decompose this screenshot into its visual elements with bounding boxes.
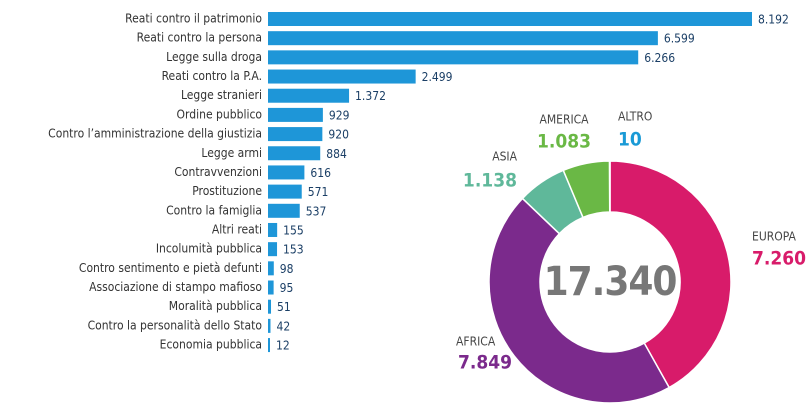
segment-value: 7.849 (458, 352, 512, 374)
value-label: 155 (283, 223, 304, 237)
segment-value: 10 (618, 129, 642, 151)
value-label: 929 (329, 108, 350, 122)
value-label: 2.499 (422, 70, 453, 84)
category-label: Contro la famiglia (166, 203, 262, 217)
bar (268, 318, 271, 333)
bar (268, 338, 270, 353)
value-label: 98 (280, 262, 294, 276)
category-label: Contro sentimento e pietà defunti (79, 261, 262, 275)
value-label: 153 (283, 243, 304, 257)
value-label: 1.372 (355, 89, 386, 103)
bar (268, 127, 323, 142)
category-label: Legge sulla droga (166, 50, 262, 64)
segment-value: 1.138 (463, 170, 517, 192)
donut-segment (609, 160, 732, 389)
value-label: 12 (276, 339, 290, 353)
value-label: 537 (306, 204, 327, 218)
bar (268, 242, 278, 257)
category-label: Incolumità pubblica (156, 242, 262, 256)
donut-segment (488, 197, 671, 404)
bar (268, 261, 274, 276)
bar (268, 146, 321, 161)
category-label: Reati contro la persona (137, 31, 262, 45)
bar (268, 165, 305, 180)
bar (268, 50, 639, 65)
bar (268, 69, 416, 84)
bar (268, 280, 274, 295)
value-label: 616 (310, 166, 331, 180)
segment-name: ASIA (492, 150, 517, 164)
donut-center: 17.340 (544, 259, 677, 305)
category-label: Associazione di stampo mafioso (89, 280, 262, 294)
value-label: 571 (308, 185, 329, 199)
category-label: Altri reati (212, 222, 262, 236)
category-label: Moralità pubblica (169, 299, 262, 313)
value-label: 42 (276, 319, 290, 333)
category-label: Legge armi (201, 146, 262, 160)
bar (268, 203, 300, 218)
category-label: Reati contro la P.A. (162, 69, 262, 83)
bar (268, 88, 350, 103)
category-label: Legge stranieri (181, 88, 262, 102)
value-label: 6.599 (664, 32, 695, 46)
bar (268, 12, 752, 26)
value-label: 920 (328, 128, 349, 142)
value-label: 95 (280, 281, 294, 295)
segment-name: EUROPA (752, 230, 796, 244)
category-label: Ordine pubblico (177, 107, 263, 121)
segment-name: ALTRO (618, 110, 652, 124)
bar (268, 222, 278, 237)
category-label: Prostituzione (192, 184, 262, 198)
category-label: Contravvenzioni (174, 165, 262, 179)
segment-value: 1.083 (537, 131, 591, 153)
bar (268, 31, 658, 46)
segment-name: AMERICA (539, 113, 589, 127)
bar (268, 299, 272, 314)
category-label: Contro la personalità dello Stato (88, 318, 263, 332)
category-label: Economia pubblica (160, 338, 262, 352)
value-label: 6.266 (644, 51, 675, 65)
bar (268, 107, 323, 122)
segment-value: 7.260 (752, 248, 806, 270)
category-label: Contro l’amministrazione della giustizia (48, 127, 262, 141)
segment-name: AFRICA (456, 335, 496, 349)
value-label: 8.192 (758, 13, 789, 27)
value-label: 884 (326, 147, 347, 161)
category-label: Reati contro il patrimonio (125, 12, 262, 26)
bar (268, 184, 302, 199)
value-label: 51 (277, 300, 291, 314)
